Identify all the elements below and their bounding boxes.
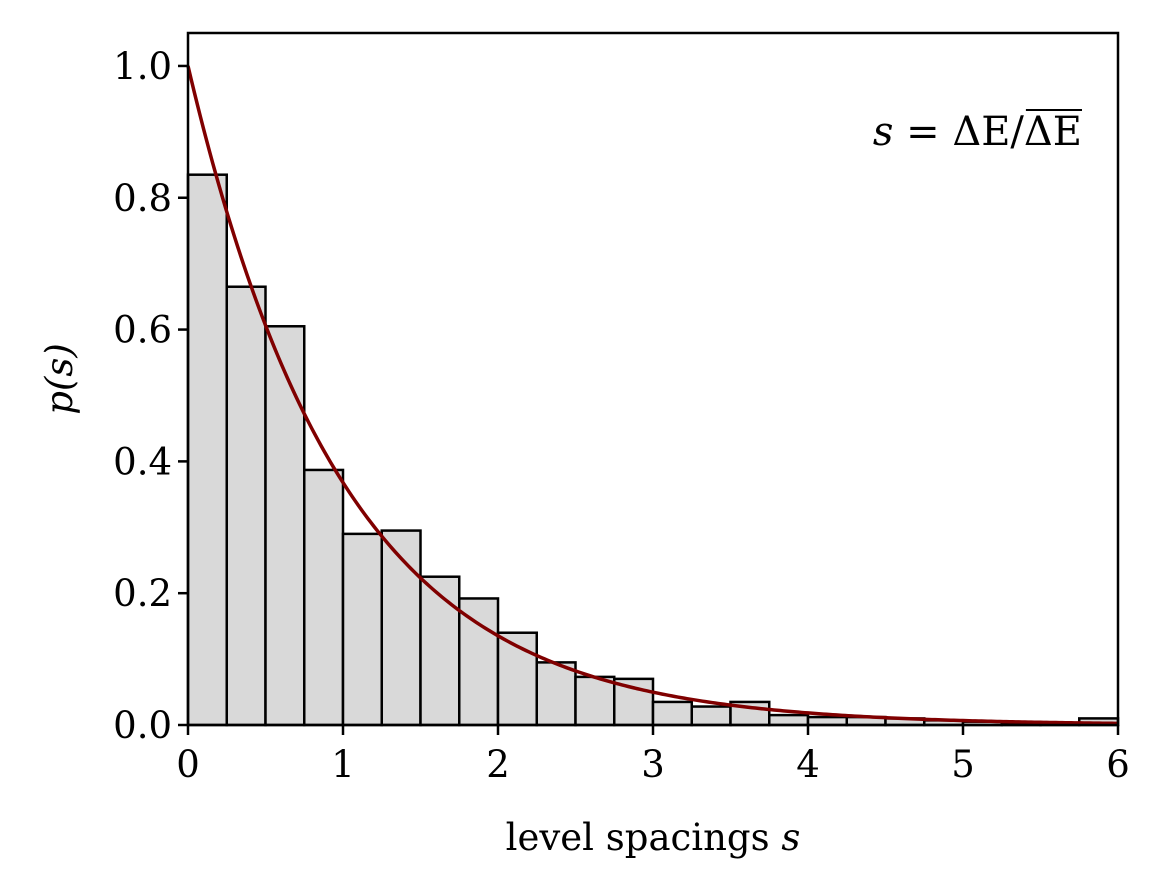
- histogram-bar: [225, 285, 267, 727]
- y-tick-label: 0.8: [113, 177, 172, 220]
- x-tick-label: 4: [796, 743, 820, 786]
- histogram-bar: [651, 700, 693, 727]
- histogram-bar: [535, 661, 577, 727]
- histogram-bar: [186, 173, 228, 727]
- annotation-eq: = ΔE/: [893, 109, 1024, 155]
- x-tick-label: 0: [176, 743, 200, 786]
- spacing-definition-annotation: s = ΔE/ΔE: [873, 109, 1082, 155]
- x-tick-label: 2: [486, 743, 510, 786]
- histogram-bar: [303, 468, 345, 727]
- x-tick-label: 5: [951, 743, 975, 786]
- x-tick-label: 3: [641, 743, 665, 786]
- y-tick-label: 0.6: [113, 309, 172, 352]
- y-axis-ticks: 0.0 0.2 0.4 0.6 0.8 1.0: [113, 45, 188, 747]
- histogram-bar: [264, 325, 306, 727]
- histogram-bar: [458, 597, 500, 727]
- x-tick-label: 6: [1106, 743, 1130, 786]
- x-axis-ticks: 0 1 2 3 4 5 6: [176, 725, 1130, 786]
- histogram-bar: [341, 532, 383, 727]
- y-tick-label: 0.0: [113, 704, 172, 747]
- histogram-bar: [768, 713, 810, 727]
- histogram-bar: [574, 675, 616, 727]
- histogram-bar: [690, 705, 732, 727]
- exponential-fit-curve: [186, 65, 1119, 726]
- y-axis-label: p(s): [38, 343, 81, 415]
- x-tick-label: 1: [331, 743, 355, 786]
- y-tick-label: 0.2: [113, 572, 172, 615]
- histogram-bars: [186, 173, 1120, 727]
- x-axis-label-var: s: [781, 816, 800, 859]
- x-axis-label: level spacings s: [506, 816, 801, 859]
- x-axis-label-text: level spacings: [506, 816, 782, 859]
- y-tick-label: 1.0: [113, 45, 172, 88]
- histogram-bar: [419, 575, 461, 727]
- annotation-lhs: s: [873, 109, 894, 155]
- annotation-overline-term: ΔE: [1024, 109, 1082, 155]
- y-tick-label: 0.4: [113, 440, 172, 483]
